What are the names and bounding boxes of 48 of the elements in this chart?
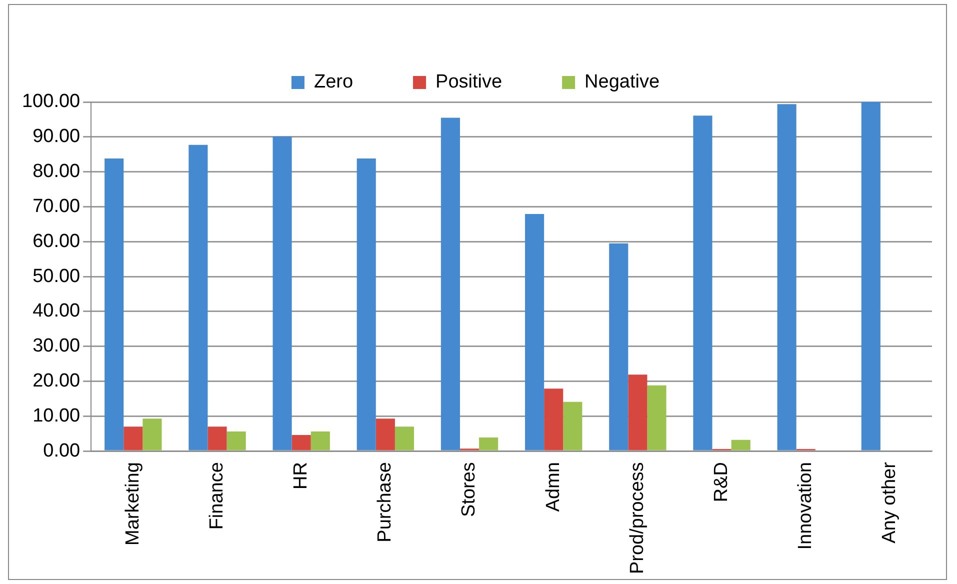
x-tick-label: Admn <box>542 462 564 512</box>
bar <box>544 388 564 450</box>
y-tick-label: 100.00 <box>22 91 80 112</box>
bar <box>440 118 460 450</box>
y-tick-label: 70.00 <box>32 196 80 217</box>
x-tick-label: Prod/process <box>626 462 648 574</box>
y-tick-label: 40.00 <box>32 300 80 322</box>
bar <box>731 440 750 450</box>
bar <box>861 102 880 450</box>
bar <box>525 214 544 450</box>
x-tick-label: Purchase <box>374 462 396 542</box>
y-tick-label: 10.00 <box>32 405 80 426</box>
bar <box>479 437 498 450</box>
bar <box>188 144 208 450</box>
bar <box>777 104 796 450</box>
x-tick-label: Any other <box>879 461 900 544</box>
y-tick-label: 50.00 <box>32 266 80 287</box>
bar <box>609 243 628 450</box>
y-tick-label: 30.00 <box>32 336 80 357</box>
bar <box>394 426 414 450</box>
bar <box>693 116 712 450</box>
bar <box>272 136 292 450</box>
y-tick-label: 90.00 <box>32 126 80 148</box>
legend-label: Zero <box>314 72 354 93</box>
bar <box>104 158 124 450</box>
bar <box>142 418 162 450</box>
x-tick-label: Innovation <box>795 462 816 550</box>
bar <box>647 385 666 450</box>
bar <box>376 418 395 450</box>
y-tick-label: 20.00 <box>32 370 80 392</box>
x-tick-label: HR <box>290 462 312 490</box>
bar <box>356 158 376 450</box>
x-tick-label: Finance <box>206 462 228 530</box>
x-tick-label: R&D <box>711 462 732 502</box>
bar <box>208 426 227 450</box>
y-tick-label: 60.00 <box>32 230 80 252</box>
bar <box>124 426 143 450</box>
bar <box>226 432 246 450</box>
bar <box>310 432 330 450</box>
bar <box>628 374 648 450</box>
legend-label: Positive <box>436 72 502 93</box>
legend-label: Negative <box>584 72 660 93</box>
x-tick-label: Stores <box>458 462 480 517</box>
y-tick-label: 0.00 <box>43 440 80 462</box>
bar <box>563 402 582 450</box>
bar <box>292 435 311 450</box>
x-tick-label: Marketing <box>122 462 144 546</box>
y-tick-label: 80.00 <box>32 161 80 182</box>
